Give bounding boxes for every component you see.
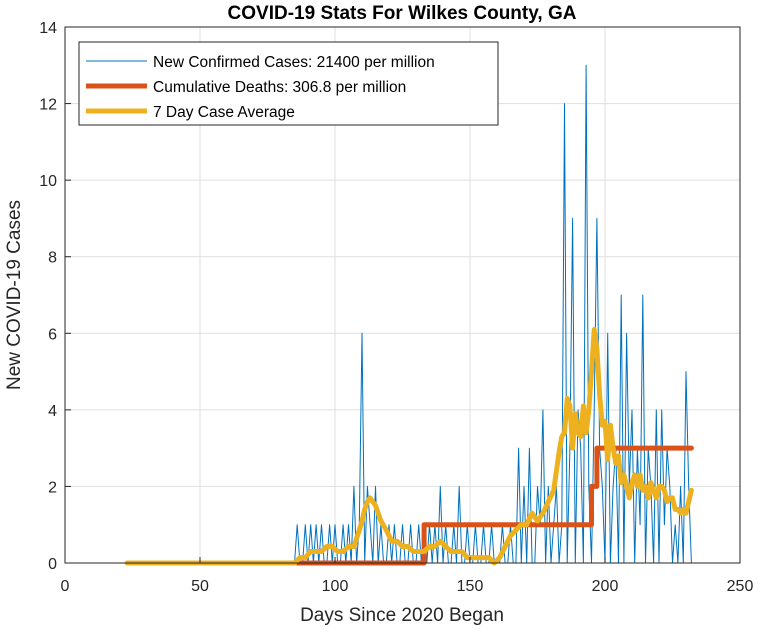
axes-box — [64, 26, 741, 564]
x-tick-label: 50 — [191, 578, 209, 595]
y-tick-label: 2 — [48, 479, 57, 496]
series-line-7-day-case-average — [124, 327, 694, 566]
series-layer — [124, 64, 694, 566]
x-tick-label: 150 — [457, 578, 484, 595]
y-tick-label: 4 — [48, 403, 57, 420]
x-axis-label: Days Since 2020 Began — [300, 605, 504, 626]
y-tick-label: 10 — [39, 173, 57, 190]
x-axis: 0 50 100 150 200 250 — [61, 557, 754, 595]
y-tick-label: 0 — [48, 556, 57, 573]
x-tick-label: 100 — [322, 578, 349, 595]
legend-label-7-day-case-average: 7 Day Case Average — [153, 104, 295, 121]
y-tick-label: 8 — [48, 250, 57, 267]
x-tick-label: 0 — [61, 578, 70, 595]
y-tick-label: 12 — [39, 97, 57, 114]
legend-box — [78, 41, 499, 126]
legend: New Confirmed Cases: 21400 per million Cu… — [78, 41, 499, 126]
x-tick-label: 200 — [592, 578, 619, 595]
series-line-cumulative-deaths — [294, 445, 694, 566]
legend-label-cumulative-deaths: Cumulative Deaths: 306.8 per million — [153, 79, 406, 96]
y-tick-label: 6 — [48, 326, 57, 343]
y-tick-label: 14 — [39, 20, 57, 37]
y-axis-label: New COVID-19 Cases — [4, 200, 25, 390]
x-tick-label: 250 — [727, 578, 754, 595]
chart-title: COVID-19 Stats For Wilkes County, GA — [228, 3, 577, 24]
legend-label-new-confirmed-cases: New Confirmed Cases: 21400 per million — [153, 54, 435, 71]
y-axis: 0 2 4 6 8 10 12 14 — [39, 20, 71, 573]
